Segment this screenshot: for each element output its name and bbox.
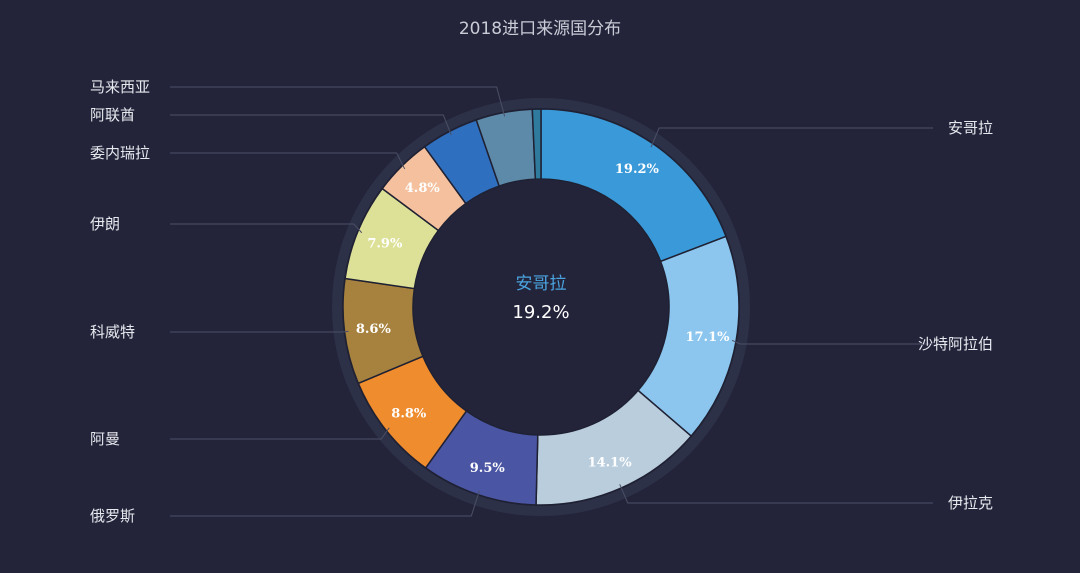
label-leader-line [170,330,349,333]
slice-percent-label: 8.8% [391,406,427,421]
label-leader-line [619,484,933,504]
label-leader-line [170,427,390,440]
label-leader-line [170,114,452,136]
center-category-label: 安哥拉 [516,274,567,294]
category-label: 委内瑞拉 [90,144,150,162]
slice-percent-label: 8.6% [356,322,392,337]
category-label: 沙特阿拉伯 [918,335,993,353]
category-label: 阿联酋 [90,106,135,124]
donut-slice[interactable] [540,108,727,263]
chart-title: 2018进口来源国分布 [458,19,622,39]
slice-percent-label: 17.1% [685,330,730,345]
slice-percent-label: 19.2% [615,162,660,177]
slice-percent-label: 9.5% [470,461,506,476]
slice-percent-label: 14.1% [588,455,633,470]
category-label: 马来西亚 [90,78,150,96]
category-label: 科威特 [90,323,135,341]
category-label: 阿曼 [90,430,120,448]
label-leader-line [170,223,363,234]
label-leader-line [170,490,480,517]
label-leader-line [650,127,933,148]
slice-percent-label: 4.8% [405,181,441,196]
category-label: 伊拉克 [948,494,993,512]
slice-percent-label: 7.9% [367,236,403,251]
category-label: 俄罗斯 [90,507,135,525]
label-leader-line [170,152,406,170]
center-value-label: 19.2% [512,302,569,323]
category-label: 安哥拉 [948,119,993,137]
label-leader-line [170,86,506,117]
label-leader-line [731,339,933,345]
donut-slice[interactable] [531,108,542,180]
category-label: 伊朗 [90,215,120,233]
donut-glow [332,98,750,516]
